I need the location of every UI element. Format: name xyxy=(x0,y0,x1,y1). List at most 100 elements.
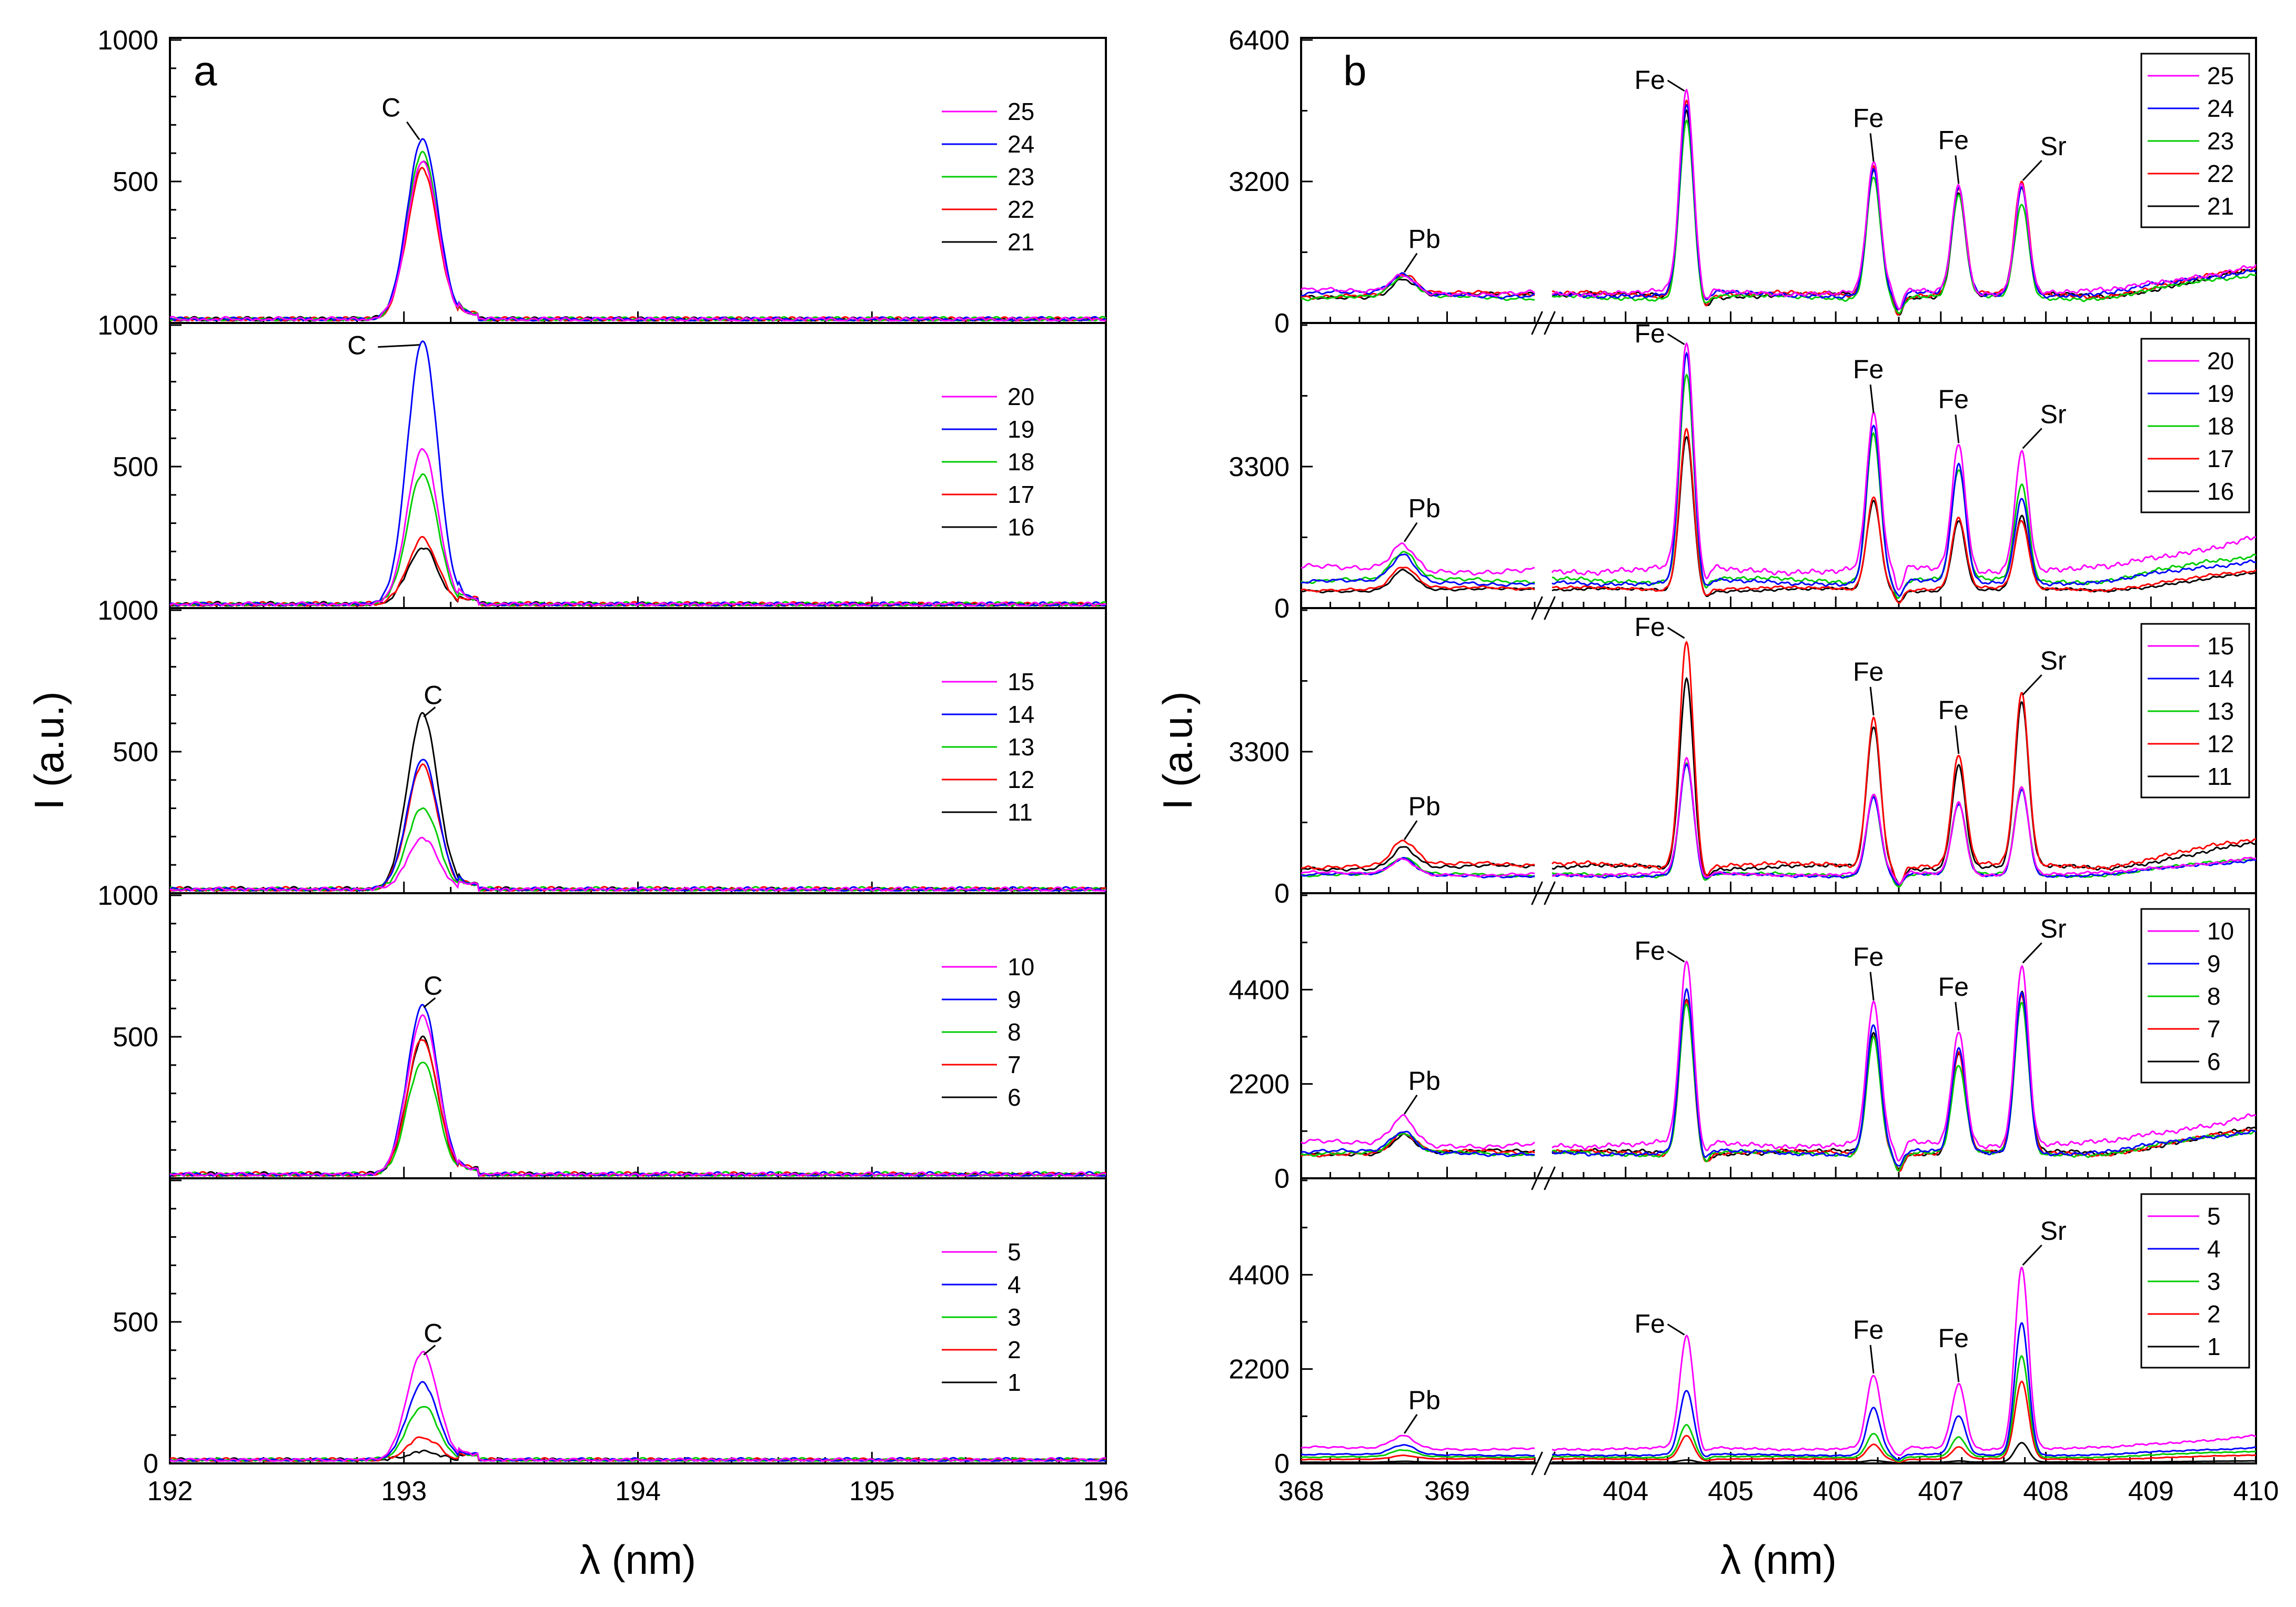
x-axis-title: λ (nm) xyxy=(580,1537,696,1583)
series-line-1 xyxy=(1301,1442,2256,1464)
y-tick-label: 0 xyxy=(1274,878,1290,909)
legend-label: 20 xyxy=(2207,347,2234,375)
legend-label: 15 xyxy=(1008,668,1034,695)
peak-label-Fe: Fe xyxy=(1853,103,1884,133)
series-line-9 xyxy=(169,1004,1106,1177)
series-line-20 xyxy=(1301,342,2257,591)
peak-leader xyxy=(1955,155,1960,184)
series-line-25 xyxy=(169,160,1106,322)
peak-label-Fe: Fe xyxy=(1853,942,1884,972)
series-line-10 xyxy=(169,1014,1106,1177)
x-tick-label: 409 xyxy=(2128,1476,2174,1507)
peak-label-Sr: Sr xyxy=(2040,399,2067,429)
x-tick-label: 194 xyxy=(615,1476,661,1507)
x-tick-label: 407 xyxy=(1918,1476,1964,1507)
legend-label: 11 xyxy=(1008,799,1033,826)
peak-label-Fe: Fe xyxy=(1634,1309,1665,1339)
peak-leader xyxy=(1667,951,1685,963)
x-tick-label: 406 xyxy=(1813,1476,1859,1507)
peak-leader xyxy=(1667,626,1685,639)
subplot-a5: 0 500 C 5 4 3 2 1 xyxy=(113,1177,1107,1479)
y-tick-label: 0 xyxy=(1274,1164,1290,1194)
legend-label: 19 xyxy=(1008,416,1034,443)
series-line-7 xyxy=(169,1039,1106,1177)
series-line-24 xyxy=(1301,103,2257,310)
series-line-14 xyxy=(1301,763,2257,886)
peak-label-C: C xyxy=(347,331,366,360)
legend-label: 10 xyxy=(2207,917,2234,945)
y-tick-label: 2200 xyxy=(1228,1355,1290,1385)
y-tick-label: 4400 xyxy=(1228,1260,1290,1290)
peak-leader xyxy=(1667,333,1685,346)
y-tick-label: 3300 xyxy=(1228,452,1290,482)
series-line-13 xyxy=(169,807,1106,892)
y-tick-label: 3300 xyxy=(1228,737,1290,767)
panel-letter: b xyxy=(1343,47,1367,94)
series-line-9 xyxy=(1301,987,2257,1167)
legend-label: 23 xyxy=(1008,163,1034,190)
peak-label-Pb: Pb xyxy=(1408,225,1441,254)
peak-label-Pb: Pb xyxy=(1408,494,1441,523)
peak-leader xyxy=(2022,159,2042,181)
peak-label-C: C xyxy=(424,680,442,710)
y-axis-title: I (a.u.) xyxy=(1154,691,1201,810)
series-line-11 xyxy=(169,712,1106,892)
peak-leader xyxy=(2022,428,2042,449)
peak-label-Fe: Fe xyxy=(1938,125,1969,155)
peak-leader xyxy=(1404,522,1418,542)
y-tick-label: 2200 xyxy=(1228,1069,1290,1100)
x-tick-label: 410 xyxy=(2233,1476,2279,1507)
x-tick-label: 368 xyxy=(1278,1476,1324,1507)
peak-leader xyxy=(1404,1414,1418,1434)
legend-label: 2 xyxy=(1008,1336,1021,1363)
legend-label: 20 xyxy=(1008,383,1034,410)
series-line-12 xyxy=(170,763,1106,892)
y-axis-title: I (a.u.) xyxy=(26,691,72,810)
peak-leader xyxy=(1955,725,1960,754)
legend-label: 3 xyxy=(2207,1268,2221,1295)
series-line-2 xyxy=(1301,1380,2256,1463)
peak-label-Fe: Fe xyxy=(1853,1315,1884,1345)
y-tick-label: 500 xyxy=(113,452,158,482)
legend-label: 15 xyxy=(2207,632,2234,660)
x-tick-label: 195 xyxy=(849,1476,895,1507)
legend-label: 12 xyxy=(1008,766,1034,793)
peak-label-Fe: Fe xyxy=(1938,972,1969,1002)
series-line-15 xyxy=(169,836,1106,892)
series-line-22 xyxy=(1301,99,2257,316)
y-tick-label: 3200 xyxy=(1228,167,1290,197)
series-line-18 xyxy=(1301,373,2257,599)
panel-letter: a xyxy=(194,47,217,94)
peak-label-Pb: Pb xyxy=(1408,792,1441,821)
legend-label: 8 xyxy=(1008,1018,1021,1046)
legend-label: 17 xyxy=(2207,445,2234,472)
peak-leader xyxy=(1667,1323,1685,1336)
legend-label: 25 xyxy=(2207,62,2234,89)
legend-label: 12 xyxy=(2207,730,2234,757)
series-line-14 xyxy=(169,759,1106,892)
x-tick-label: 369 xyxy=(1424,1476,1470,1507)
y-tick-label: 500 xyxy=(113,167,158,197)
peak-leader xyxy=(1667,79,1685,92)
legend-label: 23 xyxy=(2207,127,2234,155)
legend-label: 14 xyxy=(2207,665,2234,692)
series-line-23 xyxy=(1301,119,2257,314)
subplot-b1: 0 3200 6400 Pb Fe Fe Fe Sr 25 24 23 22 21 xyxy=(1228,25,2257,339)
legend-label: 5 xyxy=(1008,1238,1021,1266)
peak-label-Pb: Pb xyxy=(1408,1066,1441,1096)
legend-label: 24 xyxy=(2207,95,2234,122)
series-line-10 xyxy=(1301,960,2257,1162)
series-line-19 xyxy=(169,340,1106,607)
series-line-17 xyxy=(169,535,1106,607)
peak-leader xyxy=(423,997,436,1008)
peak-leader xyxy=(2022,942,2042,964)
peak-label-Fe: Fe xyxy=(1634,612,1665,642)
peak-leader xyxy=(423,706,436,717)
legend-label: 14 xyxy=(1008,701,1034,728)
y-tick-label: 1000 xyxy=(97,595,158,626)
subplot-b3: 0 3300 Pb Fe Fe Fe Sr 15 14 13 12 11 xyxy=(1228,607,2257,909)
y-tick-label: 500 xyxy=(113,1307,158,1338)
